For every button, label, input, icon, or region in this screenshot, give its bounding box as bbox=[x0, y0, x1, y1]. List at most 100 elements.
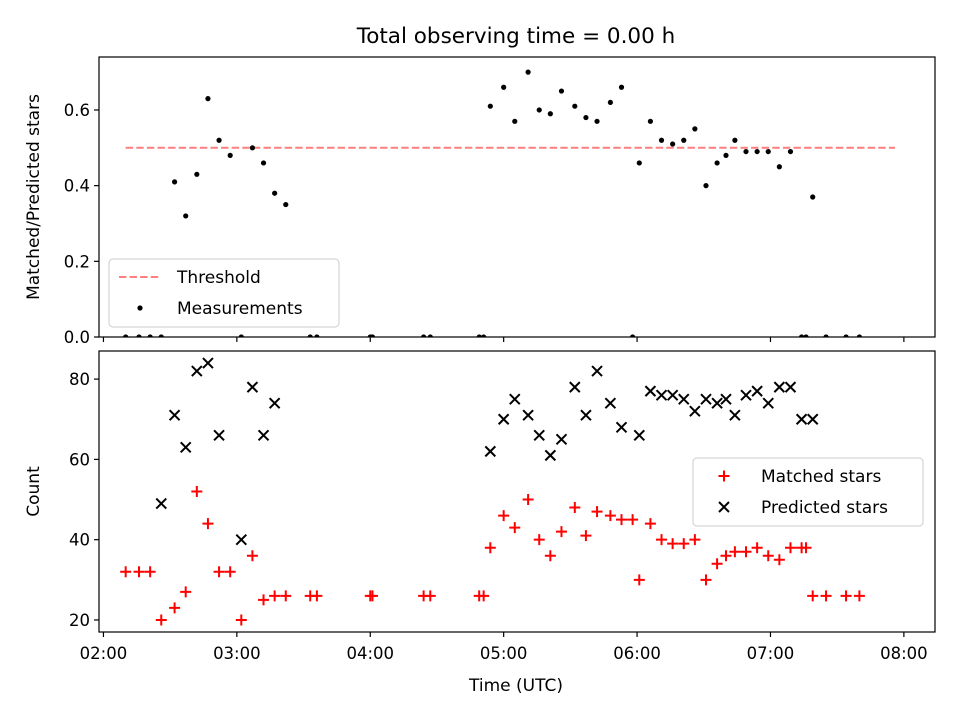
x-tick-label: 02:00 bbox=[80, 644, 128, 663]
matched-star-point bbox=[711, 558, 723, 570]
matched-star-point bbox=[133, 566, 145, 578]
measurement-point bbox=[714, 160, 720, 166]
matched-star-point bbox=[533, 534, 545, 546]
measurement-point bbox=[823, 334, 829, 337]
matched-star-point bbox=[656, 534, 668, 546]
predicted-star-point bbox=[784, 381, 797, 393]
measurement-point bbox=[314, 334, 320, 337]
measurement-point bbox=[216, 137, 222, 143]
matched-star-point bbox=[667, 538, 679, 550]
predicted-star-point bbox=[180, 441, 192, 454]
predicted-star-point bbox=[689, 405, 701, 417]
legend-measurement-swatch bbox=[137, 305, 143, 311]
matched-star-point bbox=[180, 586, 192, 598]
predicted-star-point bbox=[497, 413, 510, 425]
measurement-point bbox=[147, 334, 153, 337]
matched-star-point bbox=[580, 530, 592, 542]
matched-star-point bbox=[569, 502, 581, 514]
measurement-point bbox=[260, 160, 267, 166]
measurement-point bbox=[670, 141, 676, 147]
predicted-star-point bbox=[740, 389, 752, 401]
measurement-point bbox=[732, 137, 738, 143]
measurement-point bbox=[501, 84, 507, 90]
measurement-point bbox=[421, 334, 427, 337]
panel-2: 20 40 60 80 02:00 03:00 04:00 05:00 06:00 07:00 08… bbox=[24, 350, 936, 663]
measurement-point bbox=[810, 194, 816, 200]
predicted-star-point bbox=[246, 381, 259, 393]
matched-star-point bbox=[155, 614, 167, 626]
matched-star-point bbox=[627, 514, 639, 526]
y-tick-label: 0.0 bbox=[64, 328, 90, 347]
matched-star-point bbox=[544, 550, 556, 562]
matched-star-point bbox=[820, 590, 832, 602]
measurement-point bbox=[843, 334, 849, 337]
measurement-point bbox=[583, 114, 589, 121]
measurement-point bbox=[798, 334, 805, 337]
y-tick-label: 80 bbox=[69, 370, 90, 389]
predicted-star-point bbox=[580, 409, 592, 421]
matched-star-point bbox=[762, 550, 774, 562]
measurement-point bbox=[183, 213, 189, 219]
axes-frame bbox=[98, 56, 936, 338]
predicted-star-point bbox=[569, 381, 581, 393]
measurement-point bbox=[647, 118, 654, 124]
x-tick-label: 05:00 bbox=[480, 644, 528, 663]
measurement-point bbox=[754, 148, 760, 155]
measurement-point bbox=[572, 103, 578, 109]
measurement-point bbox=[692, 126, 698, 132]
measurement-point bbox=[743, 148, 749, 155]
measurement-point bbox=[787, 148, 794, 155]
matched-star-point bbox=[616, 514, 627, 526]
y-axis-label: Matched/Predicted stars bbox=[24, 94, 44, 300]
measurement-point bbox=[158, 334, 164, 337]
measurement-point bbox=[558, 88, 565, 94]
legend-label: Predicted stars bbox=[761, 498, 888, 518]
measurement-point bbox=[171, 179, 178, 185]
x-tick-label: 07:00 bbox=[747, 644, 795, 663]
matched-star-point bbox=[213, 566, 225, 578]
predicted-star-point bbox=[655, 389, 668, 401]
matched-star-point bbox=[311, 590, 323, 602]
measurement-point bbox=[594, 118, 600, 124]
measurement-point bbox=[547, 111, 553, 117]
measurement-point bbox=[227, 152, 233, 158]
matched-star-point bbox=[555, 526, 567, 538]
measurement-point bbox=[658, 137, 665, 143]
measurement-point bbox=[536, 107, 542, 113]
predicted-star-point bbox=[484, 445, 497, 458]
matched-star-point bbox=[807, 590, 819, 602]
matched-star-point bbox=[169, 602, 181, 614]
matched-star-point bbox=[478, 590, 490, 602]
predicted-star-point bbox=[795, 413, 808, 425]
x-tick-label: 04:00 bbox=[346, 644, 394, 663]
matched-star-point bbox=[224, 566, 236, 578]
measurement-point bbox=[136, 334, 142, 337]
predicted-star-point bbox=[509, 393, 521, 405]
predicted-star-point bbox=[191, 365, 203, 377]
legend-label: Matched stars bbox=[761, 467, 881, 487]
matched-star-point bbox=[740, 546, 752, 558]
predicted-star-point bbox=[544, 449, 557, 462]
legend-predicted-swatch bbox=[718, 501, 730, 513]
measurement-point bbox=[776, 164, 782, 170]
panel-1: 0.0 0.2 0.4 0.6 Matched/Predicted stars Thres… bbox=[24, 56, 936, 347]
measurement-point bbox=[272, 190, 278, 196]
legend: Matched stars Predicted stars bbox=[692, 457, 924, 527]
predicted-star-point bbox=[666, 389, 679, 401]
matched-star-point bbox=[484, 542, 496, 554]
matched-star-point bbox=[366, 590, 378, 602]
plot-area bbox=[123, 69, 895, 337]
predicted-star-point bbox=[711, 397, 723, 409]
matched-star-point bbox=[773, 554, 785, 566]
predicted-star-point bbox=[807, 413, 819, 425]
predicted-star-point bbox=[751, 385, 763, 397]
matched-star-point bbox=[424, 590, 436, 602]
measurement-point bbox=[369, 334, 376, 337]
matched-star-point bbox=[604, 510, 616, 522]
measurement-point bbox=[283, 201, 289, 208]
measurement-point bbox=[803, 334, 809, 337]
legend-box bbox=[108, 258, 340, 328]
measurement-point bbox=[249, 145, 256, 151]
matched-star-point bbox=[269, 590, 281, 602]
predicted-star-point bbox=[155, 497, 167, 510]
